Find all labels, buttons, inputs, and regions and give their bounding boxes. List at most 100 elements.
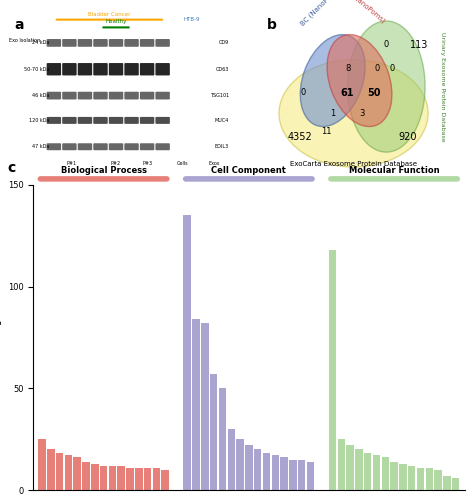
Text: 46 kDa: 46 kDa (32, 93, 49, 98)
Bar (426, 468, 433, 490)
FancyBboxPatch shape (46, 144, 61, 150)
Text: H (NanoPoms): H (NanoPoms) (344, 0, 387, 24)
Bar (391, 462, 398, 490)
FancyBboxPatch shape (62, 39, 77, 47)
Text: CD63: CD63 (216, 66, 229, 71)
Bar (245, 446, 253, 490)
Text: 113: 113 (410, 40, 428, 50)
Bar (399, 464, 407, 490)
Ellipse shape (327, 34, 392, 126)
FancyBboxPatch shape (78, 92, 92, 100)
Text: 0: 0 (383, 40, 389, 50)
Bar (144, 468, 151, 490)
Bar (192, 319, 200, 490)
Bar (183, 216, 191, 490)
Bar (408, 466, 415, 490)
Text: 50-70 kDa: 50-70 kDa (24, 66, 49, 71)
FancyBboxPatch shape (93, 117, 108, 124)
Bar (382, 458, 389, 490)
Bar (434, 470, 442, 490)
Bar (201, 324, 209, 490)
Bar (272, 456, 279, 490)
FancyBboxPatch shape (140, 63, 155, 76)
Bar (329, 250, 336, 490)
Text: 4352: 4352 (288, 132, 312, 142)
Y-axis label: Number of genes: Number of genes (0, 296, 2, 380)
FancyBboxPatch shape (78, 144, 92, 150)
FancyBboxPatch shape (93, 39, 108, 47)
Text: HTB-9: HTB-9 (183, 16, 200, 21)
Text: 11: 11 (321, 126, 332, 136)
FancyBboxPatch shape (46, 63, 61, 76)
Text: 8: 8 (345, 64, 350, 73)
Bar (443, 476, 451, 490)
FancyBboxPatch shape (124, 92, 139, 100)
Text: 50: 50 (368, 88, 381, 98)
Bar (298, 460, 305, 490)
Bar (126, 468, 134, 490)
Text: 1: 1 (330, 109, 335, 118)
Bar (337, 439, 345, 490)
Bar (118, 466, 125, 490)
Bar (452, 478, 459, 490)
FancyBboxPatch shape (46, 117, 61, 124)
Bar (280, 458, 288, 490)
Text: ExoCarta Exosome Protein Database: ExoCarta Exosome Protein Database (290, 161, 417, 167)
Text: MUC4: MUC4 (215, 118, 229, 123)
Text: 0: 0 (300, 88, 305, 97)
FancyBboxPatch shape (155, 117, 170, 124)
FancyBboxPatch shape (140, 92, 155, 100)
FancyBboxPatch shape (62, 144, 77, 150)
FancyBboxPatch shape (78, 117, 92, 124)
FancyBboxPatch shape (109, 92, 123, 100)
Bar (289, 460, 297, 490)
FancyBboxPatch shape (155, 39, 170, 47)
Bar (135, 468, 143, 490)
Bar (373, 456, 380, 490)
Bar (64, 456, 72, 490)
Bar (417, 468, 424, 490)
Text: Biological Process: Biological Process (61, 166, 146, 175)
Text: Healthy: Healthy (105, 20, 127, 24)
Text: 0: 0 (375, 64, 380, 73)
Text: 3: 3 (360, 109, 365, 118)
Text: Urinary Exosome Protein Database: Urinary Exosome Protein Database (440, 32, 446, 142)
Text: a: a (14, 18, 23, 32)
Bar (82, 462, 90, 490)
FancyBboxPatch shape (78, 63, 92, 76)
FancyBboxPatch shape (155, 144, 170, 150)
FancyBboxPatch shape (62, 63, 77, 76)
Text: P#1: P#1 (66, 162, 77, 166)
Bar (228, 429, 235, 490)
Bar (47, 450, 55, 490)
Bar (162, 470, 169, 490)
Ellipse shape (279, 60, 428, 167)
Bar (109, 466, 116, 490)
Bar (153, 468, 160, 490)
Text: Cells: Cells (177, 162, 189, 166)
Bar (346, 446, 354, 490)
FancyBboxPatch shape (109, 144, 123, 150)
Text: Exo Isolation: Exo Isolation (9, 38, 41, 44)
Text: Molecular Function: Molecular Function (349, 166, 439, 175)
Bar (219, 388, 226, 490)
Text: EDIL3: EDIL3 (215, 144, 229, 149)
FancyBboxPatch shape (93, 92, 108, 100)
Text: BC (NanoPoms): BC (NanoPoms) (300, 0, 342, 27)
FancyBboxPatch shape (93, 63, 108, 76)
FancyBboxPatch shape (46, 92, 61, 100)
Bar (307, 462, 314, 490)
FancyBboxPatch shape (62, 92, 77, 100)
Text: 120 kDa: 120 kDa (29, 118, 49, 123)
FancyBboxPatch shape (93, 144, 108, 150)
Text: Bladder Cancer: Bladder Cancer (88, 12, 130, 16)
Text: c: c (7, 160, 16, 174)
Text: P#3: P#3 (142, 162, 152, 166)
Bar (254, 450, 261, 490)
Text: 920: 920 (398, 132, 417, 142)
FancyBboxPatch shape (140, 144, 155, 150)
FancyBboxPatch shape (109, 63, 123, 76)
Text: 61: 61 (341, 88, 355, 98)
FancyBboxPatch shape (62, 117, 77, 124)
FancyBboxPatch shape (124, 117, 139, 124)
